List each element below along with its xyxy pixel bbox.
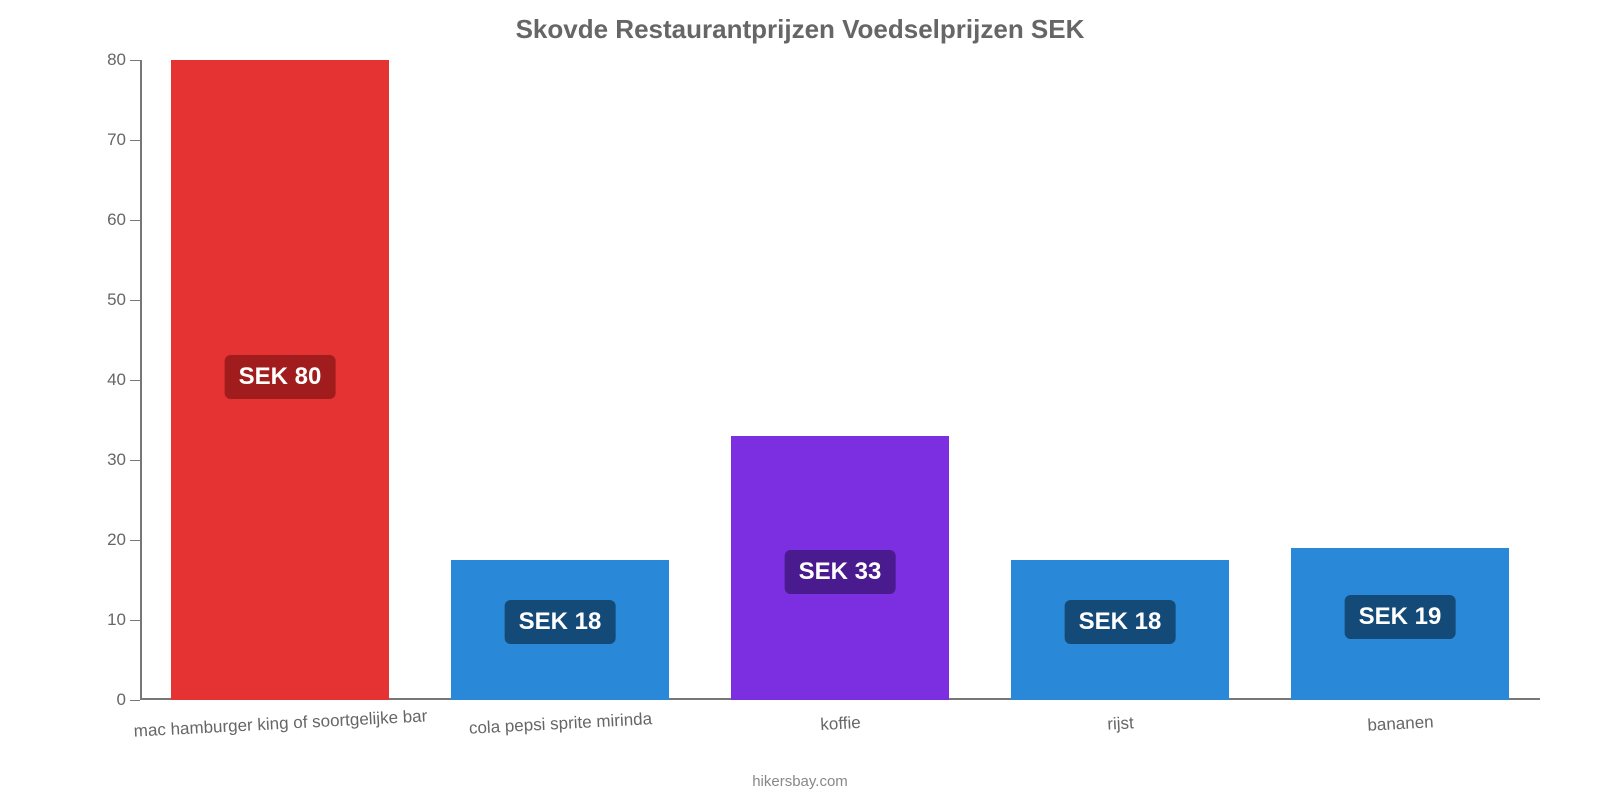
value-badge: SEK 33	[785, 550, 896, 594]
y-tick	[130, 380, 140, 381]
y-tick	[130, 540, 140, 541]
y-tick	[130, 700, 140, 701]
y-tick-label: 50	[107, 290, 126, 310]
bar: SEK 80	[171, 60, 389, 700]
chart-title: Skovde Restaurantprijzen Voedselprijzen …	[0, 14, 1600, 45]
value-badge: SEK 19	[1345, 595, 1456, 639]
plot-area: 01020304050607080SEK 80mac hamburger kin…	[140, 60, 1540, 700]
y-tick	[130, 460, 140, 461]
y-tick-label: 80	[107, 50, 126, 70]
y-tick-label: 70	[107, 130, 126, 150]
bar: SEK 18	[451, 560, 669, 700]
bar: SEK 33	[731, 436, 949, 700]
y-tick-label: 0	[117, 690, 126, 710]
x-tick-label: mac hamburger king of soortgelijke bar	[133, 706, 428, 741]
y-tick-label: 10	[107, 610, 126, 630]
y-tick	[130, 60, 140, 61]
value-badge: SEK 80	[225, 355, 336, 399]
y-tick-label: 60	[107, 210, 126, 230]
chart-container: Skovde Restaurantprijzen Voedselprijzen …	[0, 0, 1600, 800]
value-badge: SEK 18	[505, 600, 616, 644]
y-axis	[140, 60, 142, 700]
y-tick	[130, 140, 140, 141]
x-tick-label: koffie	[820, 713, 861, 735]
bar: SEK 19	[1291, 548, 1509, 700]
bar: SEK 18	[1011, 560, 1229, 700]
x-tick-label: cola pepsi sprite mirinda	[468, 709, 652, 739]
x-tick-label: rijst	[1107, 713, 1134, 734]
x-tick-label: bananen	[1367, 712, 1434, 735]
y-tick	[130, 620, 140, 621]
value-badge: SEK 18	[1065, 600, 1176, 644]
source-label: hikersbay.com	[0, 773, 1600, 790]
y-tick-label: 30	[107, 450, 126, 470]
y-tick-label: 20	[107, 530, 126, 550]
y-tick	[130, 300, 140, 301]
y-tick	[130, 220, 140, 221]
y-tick-label: 40	[107, 370, 126, 390]
